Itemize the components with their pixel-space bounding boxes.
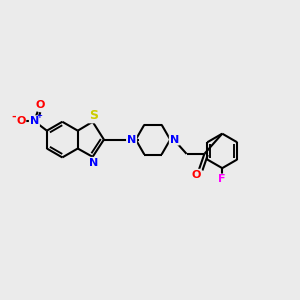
Text: O: O [16,116,26,126]
Text: O: O [35,100,44,110]
Text: N: N [170,135,179,145]
Text: N: N [127,135,136,145]
Text: +: + [36,113,42,119]
Text: F: F [218,174,226,184]
Text: S: S [89,109,98,122]
Text: N: N [89,158,99,168]
Text: -: - [11,111,16,122]
Text: N: N [30,116,39,126]
Text: O: O [191,170,201,180]
